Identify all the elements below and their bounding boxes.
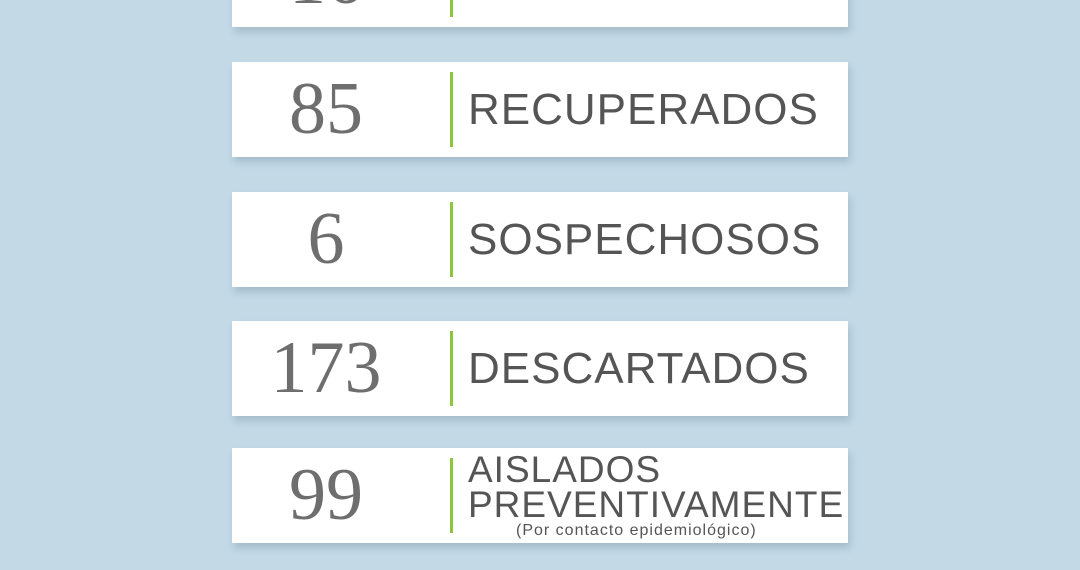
label-note: (Por contacto epidemiológico): [516, 521, 757, 539]
label-line: RECUPERADOS: [468, 84, 819, 134]
label-line: ACTIVOS: [468, 0, 668, 3]
stat-card: 16 ACTIVOS: [232, 0, 848, 27]
stat-label: AISLADOS PREVENTIVAMENTE (Por contacto epi…: [468, 448, 844, 543]
label-line: DESCARTADOS: [468, 343, 810, 393]
stat-label: RECUPERADOS: [468, 62, 819, 157]
divider: [450, 0, 453, 17]
stat-label: DESCARTADOS: [468, 321, 810, 416]
stat-number: 85: [289, 68, 363, 150]
stat-number: 99: [289, 454, 363, 536]
stat-card: 6 SOSPECHOSOS: [232, 192, 848, 287]
stat-card: 173 DESCARTADOS: [232, 321, 848, 416]
stat-number: 173: [270, 327, 382, 409]
stat-label: SOSPECHOSOS: [468, 192, 821, 287]
stat-number: 6: [307, 198, 345, 280]
stat-label: ACTIVOS: [468, 0, 668, 27]
stat-card: 99 AISLADOS PREVENTIVAMENTE (Por contacto e…: [232, 448, 848, 543]
divider: [450, 458, 453, 533]
stat-card: 85 RECUPERADOS: [232, 62, 848, 157]
label-line: PREVENTIVAMENTE: [468, 483, 845, 525]
divider: [450, 72, 453, 147]
divider: [450, 202, 453, 277]
divider: [450, 331, 453, 406]
stat-number: 16: [232, 0, 420, 27]
label-line: AISLADOS: [468, 448, 662, 490]
label-line: SOSPECHOSOS: [468, 214, 822, 264]
